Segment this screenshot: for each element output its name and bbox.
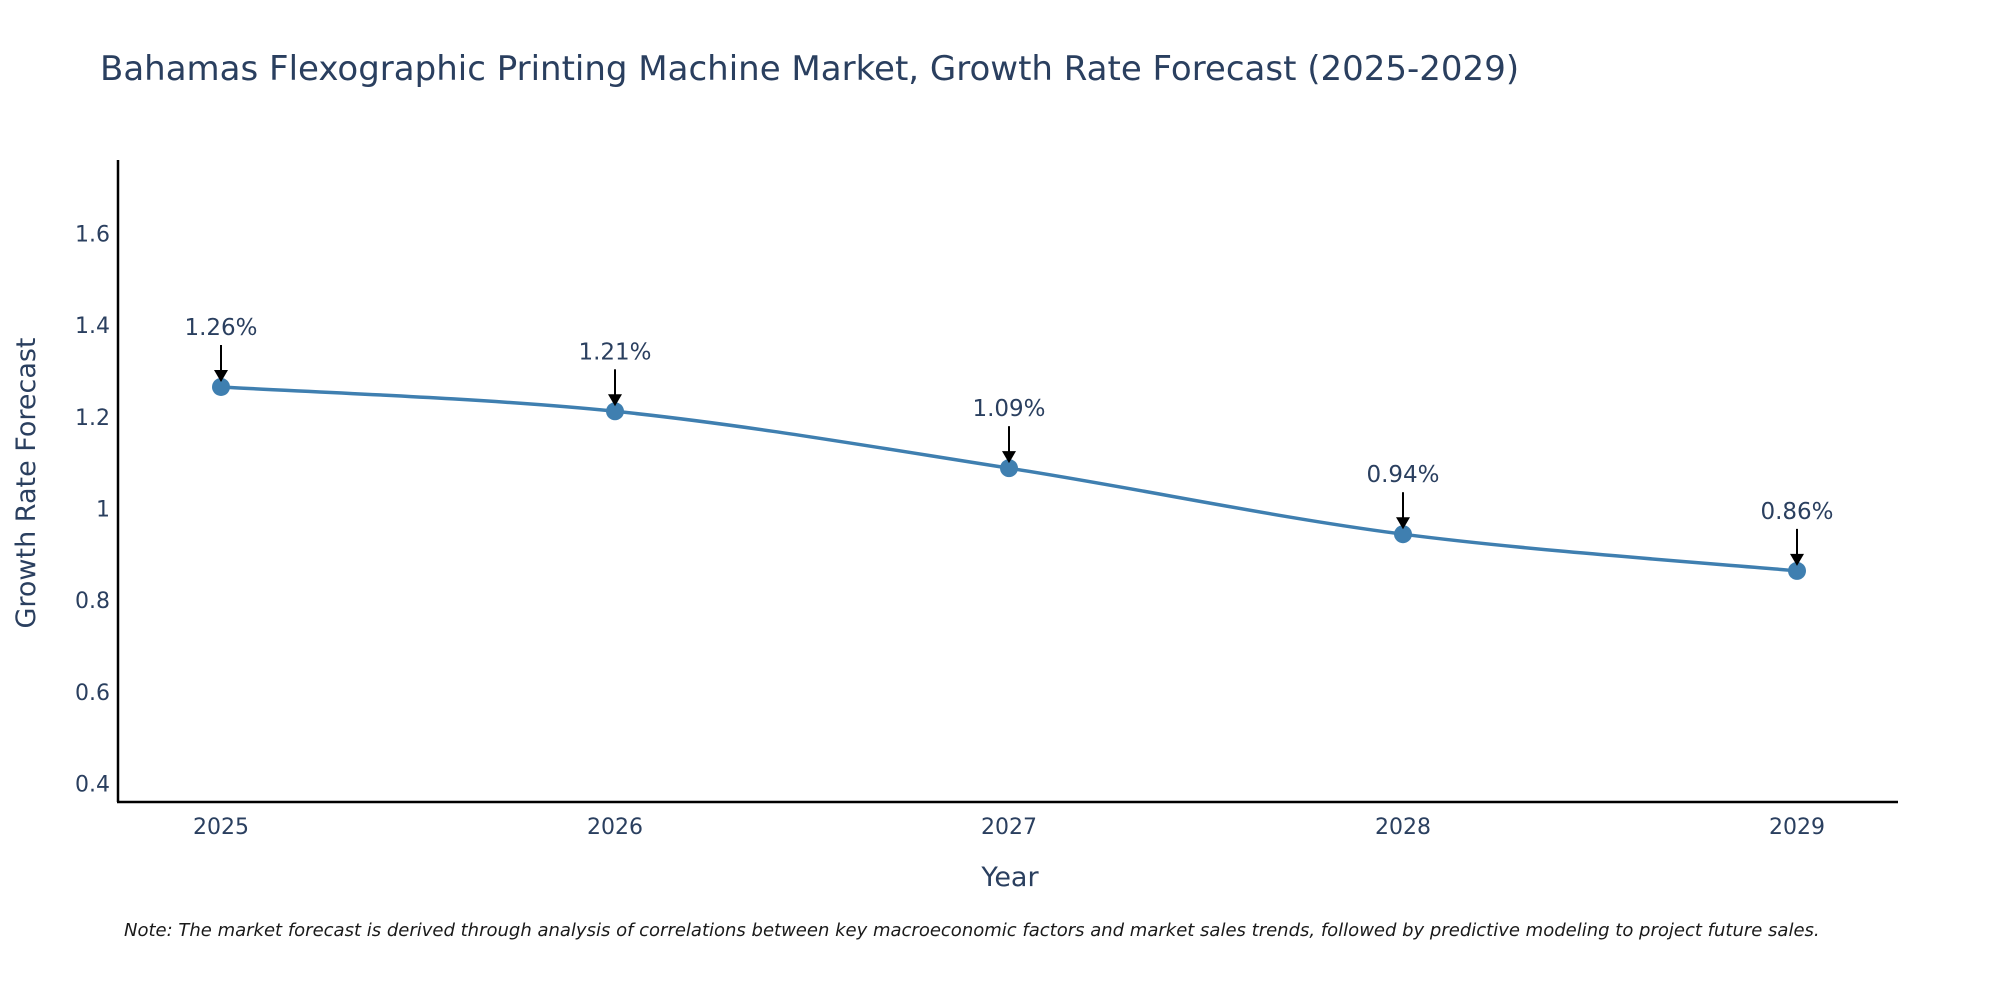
data-point[interactable] (1788, 561, 1806, 580)
y-axis-ticks: 0.4 0.6 0.8 1 1.2 1.4 1.6 (75, 222, 110, 797)
data-point[interactable] (1000, 459, 1018, 478)
x-axis-ticks: 2025 2026 2027 2028 2029 (193, 815, 1825, 840)
y-tick-label: 1 (96, 498, 110, 523)
annotation-arrowhead (608, 394, 622, 407)
annotation-arrowhead (1790, 553, 1804, 566)
y-tick-label: 1.4 (75, 314, 110, 339)
annotation-arrowhead (1002, 451, 1016, 464)
y-axis-label: Growth Rate Forecast (11, 337, 42, 628)
data-label: 0.94% (1366, 462, 1439, 488)
x-tick-label: 2027 (981, 815, 1037, 840)
y-tick-label: 0.6 (75, 681, 110, 706)
data-label: 1.09% (972, 396, 1045, 422)
y-tick-label: 1.2 (75, 406, 110, 431)
footnote: Note: The market forecast is derived thr… (124, 920, 1820, 941)
plot-area: 1.26% 1.21% 1.09% 0.94% 0.86% (184, 315, 1834, 580)
x-tick-label: 2028 (1375, 815, 1431, 840)
chart-title: Bahamas Flexographic Printing Machine Ma… (100, 49, 1519, 89)
x-tick-label: 2029 (1769, 815, 1825, 840)
data-point[interactable] (606, 402, 624, 421)
y-tick-label: 1.6 (75, 222, 110, 247)
data-label: 1.26% (184, 315, 257, 341)
annotation-arrowhead (214, 369, 228, 382)
data-label: 0.86% (1760, 499, 1833, 525)
annotation-arrowhead (1396, 517, 1410, 530)
x-tick-label: 2026 (587, 815, 643, 840)
x-tick-label: 2025 (193, 815, 249, 840)
data-label: 1.21% (578, 339, 651, 365)
data-point[interactable] (212, 377, 230, 396)
y-tick-label: 0.4 (75, 773, 110, 798)
data-point[interactable] (1394, 525, 1412, 544)
x-axis-label: Year (980, 862, 1039, 893)
y-tick-label: 0.8 (75, 589, 110, 614)
